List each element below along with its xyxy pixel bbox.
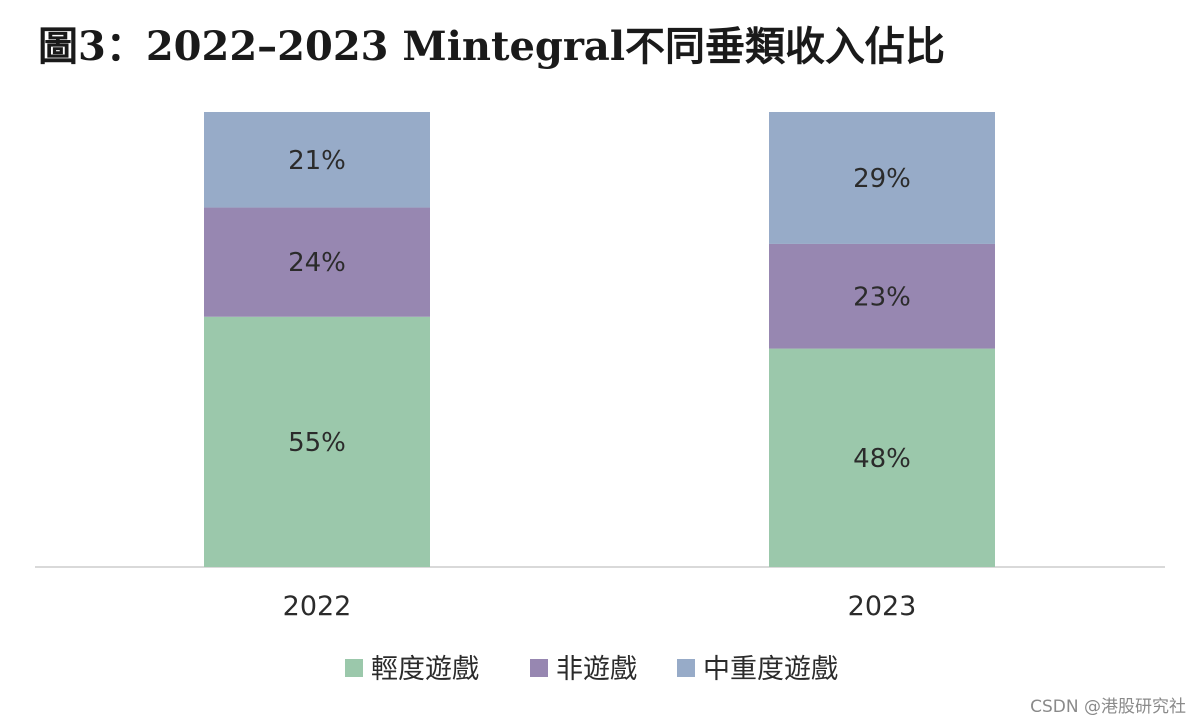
legend-swatch-midcore-games: [677, 659, 695, 677]
bars-group: 55% 24% 21% 2022 48% 23% 29% 2023: [204, 112, 995, 622]
legend-swatch-non-games: [530, 659, 548, 677]
bar-2023-midcore-games: [769, 112, 995, 244]
bar-2023-light-games: [769, 348, 995, 567]
data-label-2022-midcore-games: 21%: [288, 146, 346, 176]
watermark: CSDN @港股研究社: [1030, 697, 1186, 717]
data-label-2022-non-games: 24%: [288, 248, 346, 278]
bar-2023-non-games: [769, 243, 995, 349]
bar-2022-non-games: [204, 207, 430, 317]
legend: 輕度遊戲 非遊戲 中重度遊戲: [345, 654, 838, 685]
legend-label-midcore-games: 中重度遊戲: [703, 654, 838, 685]
data-label-2022-light-games: 55%: [288, 428, 346, 458]
data-label-2023-midcore-games: 29%: [853, 164, 911, 194]
x-tick-label-2023: 2023: [848, 591, 917, 622]
bar-2022-midcore-games: [204, 112, 430, 208]
chart-title: 圖3：2022–2023 Mintegral不同垂類收入佔比: [38, 23, 946, 70]
x-tick-label-2022: 2022: [283, 591, 352, 622]
legend-label-non-games: 非遊戲: [556, 654, 637, 685]
data-label-2023-non-games: 23%: [853, 282, 911, 312]
legend-label-light-games: 輕度遊戲: [371, 654, 479, 685]
legend-swatch-light-games: [345, 659, 363, 677]
data-label-2023-light-games: 48%: [853, 444, 911, 474]
bar-2022-light-games: [204, 316, 430, 567]
